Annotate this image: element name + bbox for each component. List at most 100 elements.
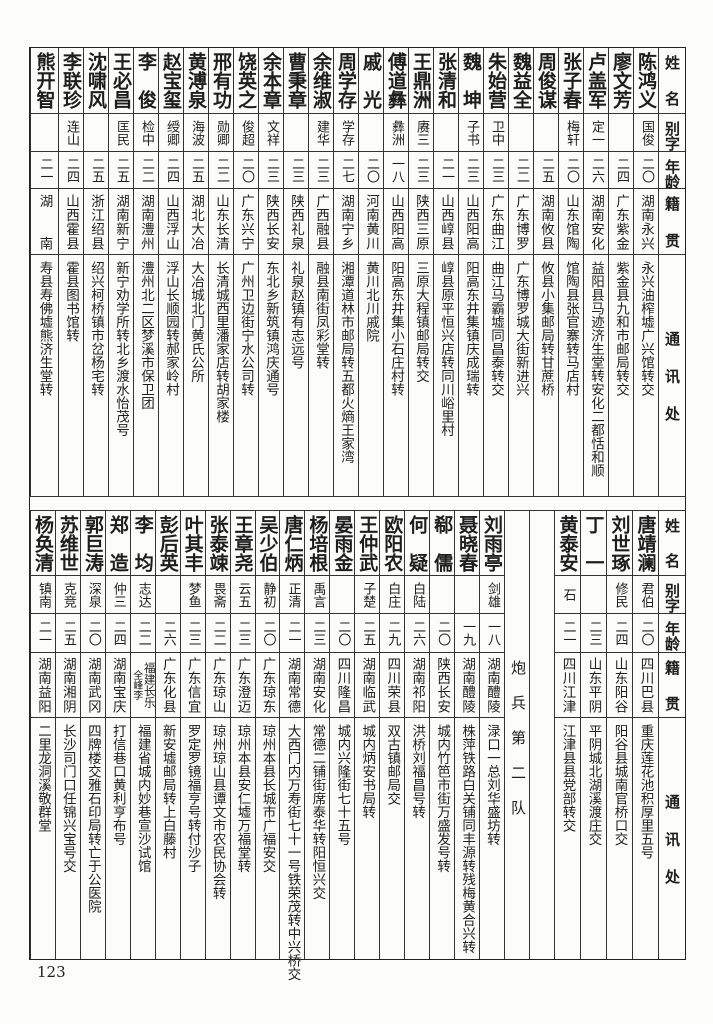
person-name: 欧阳农: [381, 514, 404, 572]
alias-cell: 禹言: [305, 575, 330, 613]
person-name: 刘世琢: [608, 514, 631, 572]
person-age: 二六: [589, 157, 604, 183]
age-cell: 二〇: [80, 613, 105, 652]
header-native: 籍贯: [663, 195, 681, 248]
person-address: 曲江马霸墟同昌泰转交: [488, 261, 504, 396]
person-alias: 仲三: [110, 581, 126, 608]
person-age: 二〇: [639, 157, 654, 183]
native-cell: 山东阳谷: [607, 652, 632, 717]
person-age: 二二: [514, 157, 529, 183]
person-name: 熊开智: [33, 52, 56, 109]
person-alias: 深泉: [85, 581, 101, 608]
address-cell: 新宁劝学所转北乡渡水怡茂号: [109, 254, 133, 497]
address-cell: 大冶城北门黄氏公所: [184, 254, 208, 497]
person-native: 陕西长安: [434, 657, 451, 713]
person-address: 绍兴柯桥镇市岔杨宅转: [88, 261, 104, 396]
name-cell: 朱始营: [484, 48, 508, 113]
person-column: 沈啸风 二五 浙江绍县 绍兴柯桥镇市岔杨宅转: [83, 48, 108, 497]
person-name: 唐仁炳: [281, 514, 304, 572]
age-cell: 二七: [334, 151, 358, 188]
person-native: 湖南安化: [588, 193, 604, 250]
person-age: 二三: [185, 620, 201, 646]
person-address: 大西门内万寿街七十一号铁荣茂转中兴桥交: [284, 724, 301, 981]
person-column: 杨奂清 镇南 二一 湖南益阳 二里龙洞溪敬群堂: [30, 511, 55, 959]
person-age: 二一: [439, 157, 454, 183]
person-age: 二一: [35, 620, 51, 646]
person-column: 陈鸿义 国俊 二〇 湖南永兴 永兴油榨墟广兴馆转交: [633, 48, 658, 497]
person-address: 澧州北二区梦溪市保卫团: [138, 261, 154, 410]
person-column: 王必昌 匡民 二五 湖南新宁 新宁劝学所转北乡渡水怡茂号: [108, 48, 133, 497]
age-cell: 二〇: [330, 613, 355, 652]
person-column: 丁一 二三 山东平阴 平阴城北湖溪渡庄交: [580, 511, 606, 959]
person-address: 罗定罗镜福亨号转付沙子: [184, 724, 201, 873]
person-column: 饶英之 俊超 二〇 广东兴宁 广州卫边街宁水公司转: [233, 48, 258, 497]
address-cell: 崞县原平恒兴店转同川峪里村: [434, 254, 458, 497]
person-column: 王仲武 子楚 二五 湖南临武 城内炳安书局转: [354, 511, 380, 959]
person-native: 湖南醴陵: [459, 657, 476, 713]
person-address: 大冶城北门黄氏公所: [188, 261, 204, 383]
name-cell: 黄泰安: [555, 511, 580, 575]
person-alias: 彝洲: [389, 119, 404, 146]
alias-cell: 卫中: [484, 113, 508, 151]
person-name: 魏益全: [510, 52, 532, 109]
person-name: 王仲武: [356, 514, 379, 572]
person-address: 霍县图书馆转: [63, 261, 79, 342]
header-address-cell: 通讯处: [659, 254, 685, 497]
person-column: 李均 志达 二二 全峰李 福建长乐 福建省城内妙巷宣沙试馆: [129, 511, 157, 959]
person-age: 二二: [135, 620, 151, 646]
person-age: 二三: [289, 157, 304, 183]
alias-cell: [609, 113, 633, 151]
name-cell: 魏益全: [509, 48, 533, 113]
header-native: 籍贯: [663, 659, 681, 711]
person-alias: 修民: [612, 581, 628, 608]
alias-cell: [84, 113, 108, 151]
native-cell: 陕西三原: [409, 188, 433, 254]
alias-cell: 剑雄: [480, 575, 504, 613]
person-alias: 定一: [589, 119, 604, 146]
person-name: 王章尧: [231, 514, 254, 572]
person-name: 张清和: [435, 52, 457, 109]
person-age: 二五: [539, 157, 554, 183]
person-column: 张清和 二一 山西崞县 崞县原平恒兴店转同川峪里村: [433, 48, 458, 497]
person-age: 二一: [560, 620, 576, 646]
address-cell: 城内竹笆市街万盛发号转: [430, 717, 455, 959]
person-alias: 白庄: [385, 581, 401, 608]
age-cell: 二四: [159, 151, 183, 188]
name-cell: 沈啸风: [84, 48, 108, 113]
person-native: 广东信宜: [184, 657, 201, 713]
person-native: 湖南永兴: [638, 193, 654, 250]
alias-cell: [359, 113, 383, 151]
native-cell: 湖南湘阴: [55, 652, 80, 717]
person-age: 二四: [64, 157, 79, 183]
person-alias: 白陆: [410, 581, 426, 608]
person-address: 益阳县马迹济生堂转安化二都恬和顺: [588, 261, 604, 477]
person-column: 郑造 仲三 二四 湖南宝庆 打信巷口黄利亨布号: [104, 511, 130, 959]
address-cell: 永兴油榨墟广兴馆转交: [634, 254, 658, 497]
native-cell: 广东澄迈: [230, 652, 255, 717]
age-cell: 二〇: [633, 613, 658, 652]
section-title: 炮兵第二队: [508, 660, 529, 835]
native-cell: 湖北大冶: [184, 188, 208, 254]
person-address: 攸县小集邮局转甘蔗桥: [538, 261, 554, 396]
header-address: 通讯处: [663, 793, 681, 884]
person-age: 二七: [339, 157, 354, 183]
person-age: 二三: [414, 157, 429, 183]
header-name: 姓名: [663, 55, 681, 106]
person-age: 一八: [485, 620, 501, 646]
person-native: 山东馆陶: [563, 193, 579, 250]
person-address: 渌口一总刘华盛坊转: [484, 724, 501, 846]
person-address: 洪桥刘福昌号转: [409, 724, 426, 819]
person-address: 四牌楼交雅石印局转亡于公医院: [84, 724, 101, 913]
age-cell: 二三: [409, 151, 433, 188]
age-cell: 二六: [405, 613, 430, 652]
name-cell: 廖文芳: [609, 48, 633, 113]
person-age: 二三: [235, 620, 251, 646]
native-cell: 广东博罗: [509, 188, 533, 254]
alias-cell: 连山: [59, 113, 83, 151]
native-cell: 全峰李 福建长乐: [131, 652, 157, 717]
alias-cell: [509, 113, 533, 151]
name-cell: 彭后英: [156, 511, 180, 575]
name-cell: 卢盖军: [584, 48, 608, 113]
person-column: 晏雨金 二〇 四川隆昌 城内兴隆街七十五号: [329, 511, 355, 959]
person-name: 卢盖军: [585, 52, 607, 109]
